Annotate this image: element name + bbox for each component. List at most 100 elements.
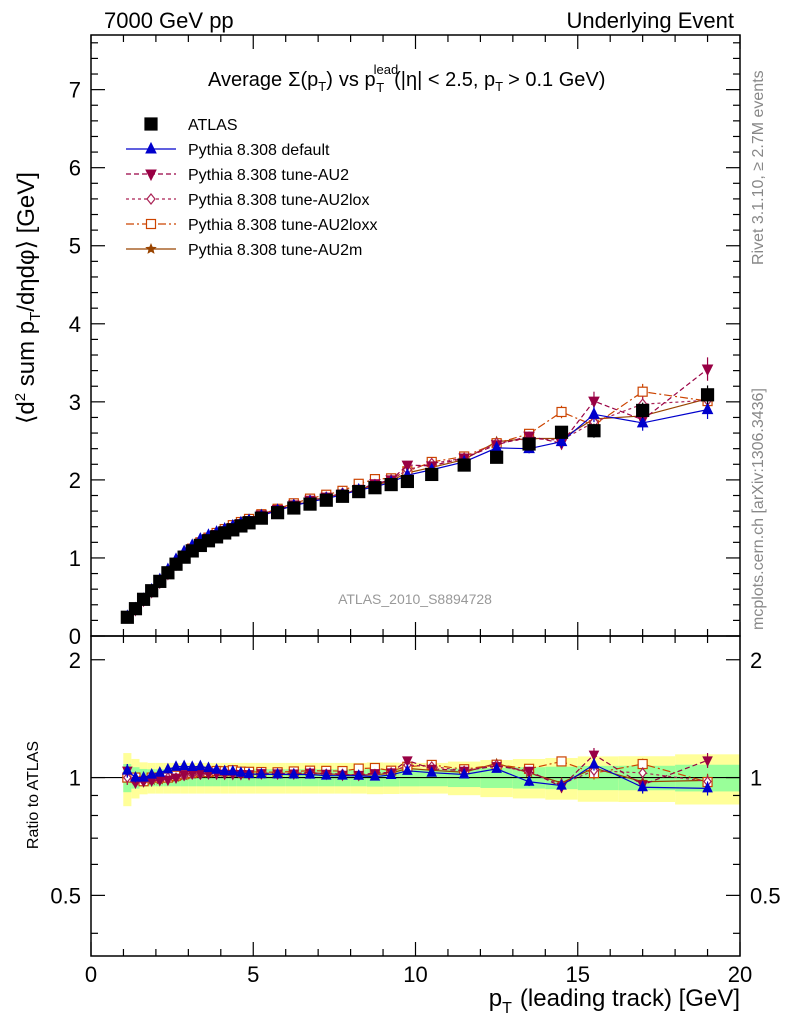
legend-label: Pythia 8.308 tune-AU2m	[188, 242, 362, 259]
legend-label: Pythia 8.308 tune-AU2lox	[188, 192, 369, 209]
legend-marker	[145, 169, 157, 182]
data-point	[636, 415, 649, 428]
legend-marker	[145, 218, 157, 230]
header-left: 7000 GeV pp	[104, 8, 234, 33]
data-point	[556, 406, 567, 418]
x-tick-label: 15	[566, 962, 590, 987]
ratio-tick-label: 2	[69, 648, 81, 673]
ratio-point	[235, 766, 247, 777]
data-point	[287, 501, 301, 515]
x-tick-label: 10	[403, 962, 427, 987]
ratio-point	[122, 764, 133, 775]
ratio-point	[186, 760, 198, 771]
data-point	[701, 364, 714, 377]
ratio-point	[288, 767, 300, 779]
series-line	[126, 399, 708, 618]
series-layer	[120, 357, 715, 624]
ratio-tick-label-right: 0.5	[750, 883, 781, 908]
ratio-point	[170, 760, 182, 771]
y-tick-label: 5	[69, 234, 81, 259]
rivet-label: Rivet 3.1.10, ≥ 2.7M events	[750, 70, 767, 265]
ratio-point	[637, 758, 648, 770]
legend-item: Pythia 8.308 tune-AU2m	[126, 242, 362, 259]
ratio-point	[243, 767, 255, 779]
series-2	[121, 357, 714, 624]
ratio-point	[337, 769, 348, 780]
data-point	[368, 481, 382, 495]
x-tick-label: 0	[85, 962, 97, 987]
data-point	[384, 477, 398, 492]
legend-item: Pythia 8.308 tune-AU2	[126, 167, 349, 184]
series-line	[126, 368, 708, 617]
mcplots-label: mcplots.cern.ch [arXiv:1306.3436]	[750, 388, 767, 630]
ratio-series-1	[122, 757, 713, 796]
ratio-point	[458, 767, 470, 779]
ratio-point	[227, 764, 239, 776]
ratio-point	[178, 759, 190, 771]
series-0	[120, 385, 715, 624]
data-point	[636, 403, 650, 418]
ratio-point	[556, 756, 567, 767]
ratio-point	[162, 762, 174, 774]
ratio-point	[637, 780, 648, 792]
ratio-point	[146, 768, 157, 779]
ratio-layer	[122, 747, 713, 796]
legend-item: ATLAS	[144, 117, 238, 134]
legend-label: ATLAS	[188, 117, 238, 134]
ratio-point	[162, 775, 174, 787]
series-5	[121, 389, 714, 623]
data-point	[523, 431, 535, 444]
data-point	[522, 437, 536, 451]
series-line	[126, 398, 708, 618]
ratio-point	[369, 770, 381, 781]
data-point	[701, 402, 714, 415]
legend-marker	[145, 141, 157, 154]
y-tick-label: 1	[69, 546, 81, 571]
legend-item: Pythia 8.308 default	[126, 141, 330, 159]
y-axis-title: ⟨d2 sum pT/dηdφ⟩ [GeV]	[12, 172, 44, 424]
analysis-label: ATLAS_2010_S8894728	[338, 591, 492, 607]
ratio-point	[170, 773, 182, 785]
series-line	[126, 409, 708, 617]
ratio-tick-label-right: 1	[750, 766, 762, 791]
legend-item: Pythia 8.308 tune-AU2lox	[126, 192, 369, 209]
data-point	[490, 450, 504, 464]
legend-marker	[144, 117, 158, 131]
legend-marker	[145, 242, 157, 254]
y-tick-label: 7	[69, 78, 81, 103]
data-point	[270, 506, 285, 520]
ratio-point	[272, 767, 283, 779]
header-right: Underlying Event	[566, 8, 734, 33]
y-tick-label: 2	[69, 468, 81, 493]
y-tick-label: 3	[69, 390, 81, 415]
ratio-point	[426, 766, 438, 777]
data-point	[457, 458, 471, 472]
series-3	[122, 390, 713, 624]
y-tick-label: 0	[69, 624, 81, 649]
legend-label: Pythia 8.308 tune-AU2	[188, 167, 349, 184]
ratio-point	[702, 781, 713, 793]
data-point	[588, 407, 600, 419]
ratio-point	[702, 756, 713, 767]
ratio-point	[588, 750, 600, 762]
data-point	[588, 396, 600, 409]
ratio-point	[638, 767, 647, 779]
data-point	[254, 511, 268, 525]
ratio-line	[127, 760, 708, 783]
data-point	[335, 489, 350, 503]
ratio-point	[195, 759, 206, 771]
data-point	[554, 425, 569, 439]
legend-label: Pythia 8.308 tune-AU2loxx	[188, 217, 377, 234]
series-line	[126, 391, 708, 618]
ratio-line	[126, 763, 708, 789]
ratio-tick-label: 1	[69, 766, 81, 791]
data-point	[425, 467, 439, 482]
legend-marker	[146, 193, 156, 205]
ratio-point	[556, 778, 567, 790]
legend-item: Pythia 8.308 tune-AU2loxx	[126, 217, 377, 234]
ratio-point	[304, 767, 316, 779]
data-point	[303, 497, 317, 511]
legend-label: Pythia 8.308 default	[188, 142, 330, 159]
ratio-point	[491, 762, 502, 773]
